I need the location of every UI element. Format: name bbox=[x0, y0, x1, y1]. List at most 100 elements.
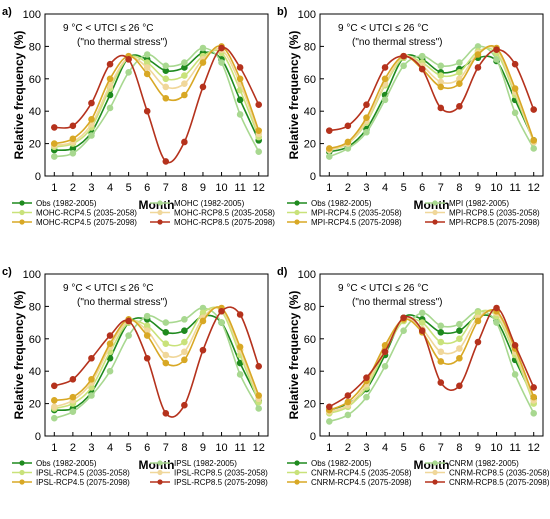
data-point bbox=[236, 96, 244, 104]
data-point bbox=[418, 65, 426, 73]
data-point bbox=[363, 114, 370, 121]
legend-label: Obs (1982-2005) bbox=[36, 459, 97, 468]
data-point bbox=[400, 52, 407, 60]
x-tick-label: 5 bbox=[401, 182, 407, 194]
data-point bbox=[530, 410, 538, 417]
x-tick-label: 9 bbox=[475, 442, 481, 454]
legend-label: CNRM (1982-2005) bbox=[449, 459, 519, 468]
data-point bbox=[493, 304, 500, 312]
annotation-line-1: 9 °C < UTCI ≤ 26 °C bbox=[63, 283, 153, 294]
legend-label: MOHC-RCP8.5 (2075-2098) bbox=[174, 218, 275, 227]
data-point bbox=[143, 70, 151, 78]
legend-swatch-marker bbox=[294, 219, 300, 225]
x-tick-label: 1 bbox=[51, 442, 57, 454]
data-point bbox=[88, 376, 95, 383]
x-tick-label: 4 bbox=[107, 442, 113, 454]
y-tick-label: 60 bbox=[304, 334, 316, 346]
data-point bbox=[236, 371, 244, 378]
data-point bbox=[363, 393, 370, 401]
data-point bbox=[88, 354, 95, 362]
data-point bbox=[236, 343, 244, 351]
data-point bbox=[456, 335, 463, 343]
x-tick-label: 6 bbox=[419, 442, 425, 454]
data-point bbox=[344, 411, 352, 419]
data-point bbox=[325, 153, 333, 160]
panel-label: d) bbox=[277, 266, 288, 278]
x-axis-label: Month bbox=[139, 458, 175, 472]
data-point bbox=[106, 340, 114, 347]
data-point bbox=[511, 109, 519, 117]
legend-swatch-marker bbox=[19, 479, 25, 485]
x-tick-label: 6 bbox=[144, 442, 150, 454]
legend-label: MPI-RCP4.5 (2035-2058) bbox=[311, 209, 402, 218]
legend-label: Obs (1982-2005) bbox=[311, 459, 372, 468]
x-tick-label: 1 bbox=[51, 182, 57, 194]
data-point bbox=[88, 132, 95, 139]
series-line bbox=[54, 306, 260, 410]
legend-swatch-marker bbox=[157, 460, 163, 466]
annotation-line-2: ("no thermal stress") bbox=[352, 37, 442, 48]
series-line bbox=[329, 47, 535, 151]
data-point bbox=[236, 64, 244, 71]
data-point bbox=[381, 363, 389, 370]
data-point bbox=[181, 72, 188, 79]
y-tick-label: 100 bbox=[298, 269, 316, 281]
x-tick-label: 11 bbox=[509, 442, 520, 454]
data-point bbox=[50, 397, 58, 404]
data-point bbox=[162, 83, 170, 91]
data-point bbox=[181, 401, 188, 409]
panel-label: a) bbox=[2, 6, 12, 18]
data-point bbox=[456, 382, 463, 390]
legend-swatch-marker bbox=[19, 469, 25, 476]
data-point bbox=[456, 345, 463, 352]
data-point bbox=[325, 145, 333, 152]
y-tick-label: 80 bbox=[29, 41, 41, 53]
data-point bbox=[437, 358, 445, 365]
data-point bbox=[363, 374, 370, 381]
data-point bbox=[218, 319, 225, 326]
data-point bbox=[437, 329, 445, 336]
data-point bbox=[363, 128, 370, 136]
legend-swatch-marker bbox=[432, 200, 438, 206]
data-point bbox=[125, 332, 132, 339]
data-point bbox=[88, 392, 95, 399]
x-tick-label: 6 bbox=[419, 182, 425, 194]
data-point bbox=[181, 316, 188, 323]
x-tick-label: 8 bbox=[456, 442, 462, 454]
legend-swatch-marker bbox=[432, 479, 438, 485]
data-point bbox=[218, 59, 225, 66]
plot-frame bbox=[44, 13, 269, 177]
legend-swatch-marker bbox=[294, 469, 300, 476]
data-point bbox=[50, 140, 58, 147]
panel-label: c) bbox=[2, 266, 12, 278]
data-point bbox=[344, 122, 352, 130]
legend-label: CNRM-RCP4.5 (2035-2058) bbox=[311, 469, 412, 478]
x-tick-label: 10 bbox=[490, 182, 502, 194]
x-tick-label: 2 bbox=[70, 442, 76, 454]
legend-label: Obs (1982-2005) bbox=[36, 199, 97, 208]
data-point bbox=[125, 56, 132, 63]
data-point bbox=[344, 392, 352, 399]
data-point bbox=[181, 338, 188, 346]
x-tick-label: 3 bbox=[363, 442, 369, 454]
x-tick-label: 6 bbox=[144, 182, 150, 194]
legend-label: IPSL-RCP4.5 (2075-2098) bbox=[36, 478, 130, 487]
data-point bbox=[106, 104, 114, 112]
y-tick-label: 60 bbox=[304, 74, 316, 86]
x-tick-label: 7 bbox=[163, 442, 169, 454]
data-point bbox=[474, 317, 482, 325]
legend-label: MPI-RCP8.5 (2035-2058) bbox=[449, 209, 540, 218]
legend-swatch-marker bbox=[294, 200, 300, 206]
annotation-line-1: 9 °C < UTCI ≤ 26 °C bbox=[338, 283, 428, 294]
y-tick-label: 80 bbox=[304, 301, 316, 313]
y-tick-label: 20 bbox=[29, 399, 41, 411]
x-tick-label: 12 bbox=[253, 182, 265, 194]
data-point bbox=[88, 116, 95, 123]
x-tick-label: 9 bbox=[475, 182, 481, 194]
data-point bbox=[69, 376, 77, 383]
data-point bbox=[181, 327, 188, 334]
data-point bbox=[474, 338, 482, 346]
